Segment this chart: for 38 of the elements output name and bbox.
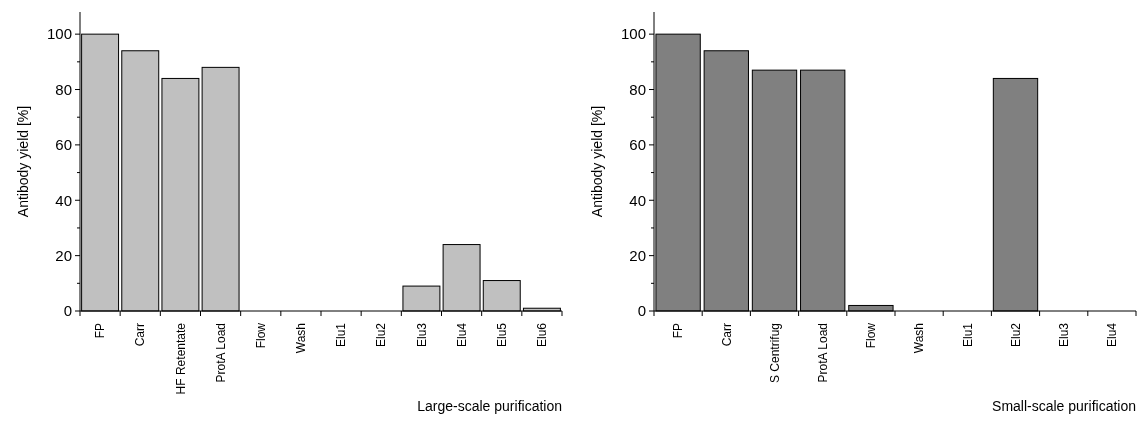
x-tick-label: ProtA Load — [213, 323, 228, 383]
x-axis-title: Large-scale purification — [417, 398, 562, 414]
x-tick-label: Flow — [864, 322, 879, 349]
x-tick-label: Elu2 — [1008, 322, 1023, 348]
x-tick-label: Carr — [719, 323, 734, 347]
y-tick-label: 100 — [620, 25, 646, 43]
y-tick-label: 60 — [629, 136, 646, 154]
x-tick-label: Elu4 — [454, 322, 469, 348]
x-tick-label: Wash — [294, 323, 309, 354]
x-tick-label: Flow — [253, 322, 268, 349]
x-tick-label: Wash — [912, 323, 927, 354]
x-tick-label: Elu2 — [374, 322, 389, 348]
y-tick-label: 20 — [629, 246, 646, 264]
y-tick-label: 40 — [55, 191, 72, 209]
y-tick-label: 0 — [63, 302, 72, 320]
y-tick-label: 20 — [55, 246, 72, 264]
x-tick-label: Elu6 — [535, 322, 550, 348]
x-tick-label: Elu3 — [1056, 322, 1071, 348]
x-tick-label: Elu3 — [414, 322, 429, 348]
y-tick-label: 80 — [629, 80, 646, 98]
x-tick-label: Carr — [133, 323, 148, 347]
y-tick-label: 60 — [55, 136, 72, 154]
y-tick-label: 100 — [46, 25, 72, 43]
x-tick-label: FP — [671, 323, 686, 339]
x-tick-label: S Centrifug — [767, 323, 782, 384]
x-tick-label: Elu1 — [960, 322, 975, 348]
x-tick-label: Elu1 — [334, 322, 349, 348]
y-axis-title: Antibody yield [%] — [589, 105, 605, 218]
x-tick-label: Elu5 — [494, 322, 509, 348]
x-tick-label: Elu4 — [1105, 322, 1120, 348]
y-tick-label: 0 — [637, 302, 646, 320]
y-tick-label: 80 — [55, 80, 72, 98]
x-tick-label: HF Retentate — [173, 322, 188, 395]
x-tick-label: FP — [93, 323, 108, 339]
x-axis-title: Small-scale purification — [992, 398, 1136, 414]
x-tick-label: ProtA Load — [815, 323, 830, 383]
y-axis-title: Antibody yield [%] — [15, 105, 31, 218]
y-tick-label: 40 — [629, 191, 646, 209]
